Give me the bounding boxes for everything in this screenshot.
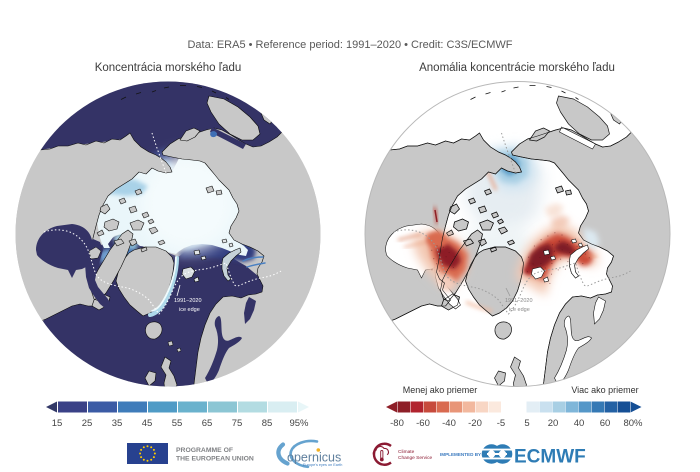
svg-text:-5: -5 <box>497 418 505 429</box>
svg-text:-20: -20 <box>468 418 482 429</box>
svg-text:65: 65 <box>202 418 213 429</box>
svg-text:80%: 80% <box>623 418 643 429</box>
svg-text:55: 55 <box>172 418 183 429</box>
svg-text:ECMWF: ECMWF <box>514 447 586 468</box>
svg-text:15: 15 <box>52 418 63 429</box>
svg-text:IMPLEMENTED BY: IMPLEMENTED BY <box>440 452 481 457</box>
svg-text:40: 40 <box>574 418 585 429</box>
svg-text:Viac ako priemer: Viac ako priemer <box>571 385 638 395</box>
svg-text:Europe's eyes on Earth: Europe's eyes on Earth <box>303 463 342 467</box>
svg-text:25: 25 <box>82 418 93 429</box>
svg-text:Data: ERA5 • Reference period:: Data: ERA5 • Reference period: 1991–2020… <box>187 39 512 51</box>
svg-text:45: 45 <box>142 418 153 429</box>
svg-text:Menej ako priemer: Menej ako priemer <box>403 385 478 395</box>
svg-text:THE EUROPEAN UNION: THE EUROPEAN UNION <box>176 456 254 463</box>
svg-text:35: 35 <box>112 418 123 429</box>
svg-text:PROGRAMME OF: PROGRAMME OF <box>176 447 233 454</box>
svg-text:75: 75 <box>232 418 243 429</box>
svg-text:Anomália koncentrácie morského: Anomália koncentrácie morského ľadu <box>419 62 615 74</box>
svg-text:60: 60 <box>600 418 611 429</box>
svg-text:1991–2020: 1991–2020 <box>174 298 202 304</box>
svg-text:-60: -60 <box>416 418 430 429</box>
svg-text:opernicus: opernicus <box>287 451 341 465</box>
svg-text:20: 20 <box>548 418 559 429</box>
svg-text:95%: 95% <box>289 418 309 429</box>
svg-text:85: 85 <box>262 418 273 429</box>
svg-text:1991–2020: 1991–2020 <box>505 298 533 304</box>
svg-text:ice edge: ice edge <box>179 307 200 313</box>
svg-text:Koncentrácia morského ľadu: Koncentrácia morského ľadu <box>95 62 242 74</box>
svg-text:Climate: Climate <box>398 449 415 455</box>
svg-text:-80: -80 <box>390 418 404 429</box>
svg-text:5: 5 <box>524 418 529 429</box>
svg-text:ice edge: ice edge <box>509 307 530 313</box>
svg-text:-40: -40 <box>442 418 456 429</box>
svg-text:Change Service: Change Service <box>398 455 432 461</box>
